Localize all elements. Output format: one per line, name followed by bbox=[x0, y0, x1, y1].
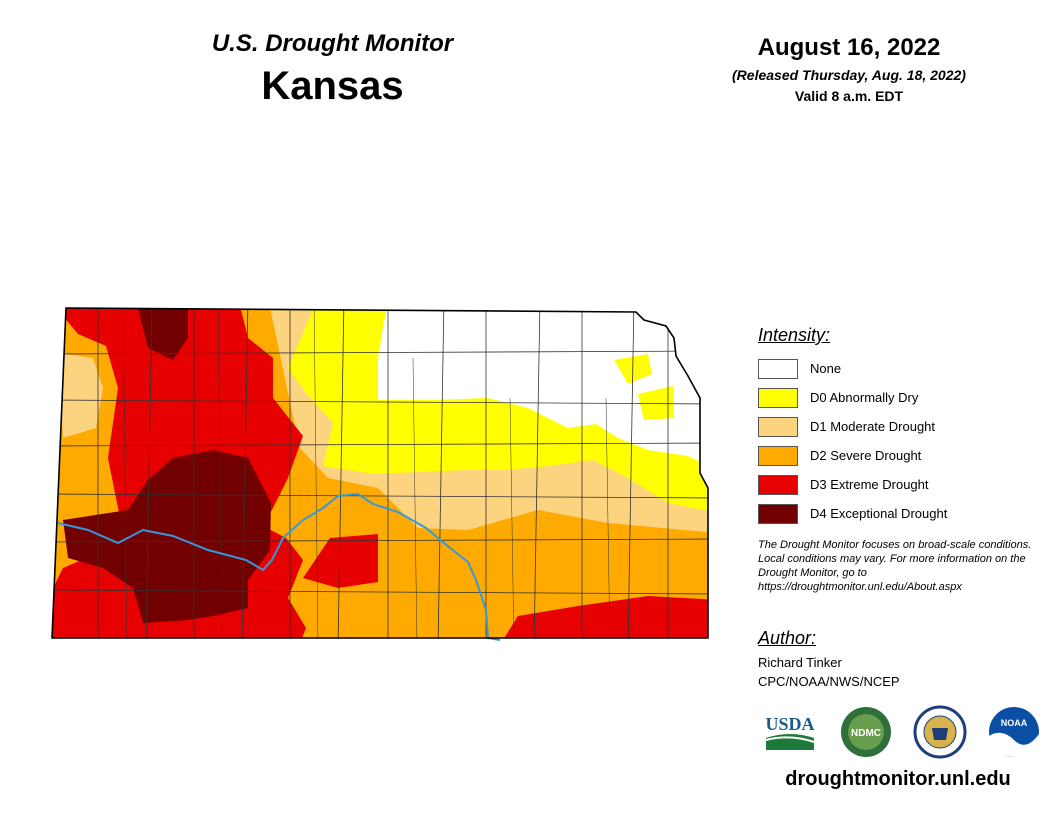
map-date: August 16, 2022 bbox=[757, 34, 941, 61]
legend-swatch-d2 bbox=[758, 445, 798, 466]
zone-d4-north bbox=[138, 308, 188, 360]
county-line-h bbox=[52, 493, 708, 499]
drought-zones bbox=[52, 308, 708, 638]
release-date: (Released Thursday, Aug. 18, 2022) bbox=[732, 67, 966, 83]
header-left: U.S. Drought Monitor Kansas bbox=[150, 30, 515, 109]
zone-d4-south bbox=[63, 450, 271, 623]
kansas-outline bbox=[51, 307, 709, 639]
arkansas-river bbox=[57, 492, 501, 641]
county-line-h bbox=[52, 442, 708, 447]
legend-label: D1 Moderate Drought bbox=[810, 419, 936, 434]
county-line-v-minor bbox=[217, 308, 223, 638]
legend-item-none: None bbox=[758, 354, 1048, 383]
ndmc-logo: NDMC bbox=[841, 707, 891, 757]
legend-title: Intensity: bbox=[758, 325, 831, 345]
agency-logos: USDA NDMC NOAA bbox=[765, 705, 1039, 759]
county-line-v bbox=[337, 308, 345, 638]
county-line-h bbox=[52, 350, 708, 355]
legend: Intensity: None D0 Abnormally Dry D1 Mod… bbox=[758, 325, 1048, 528]
county-line-v bbox=[241, 308, 249, 638]
author-title: Author: bbox=[758, 628, 817, 648]
legend-item-d0: D0 Abnormally Dry bbox=[758, 383, 1048, 412]
header-right: August 16, 2022 (Released Thursday, Aug.… bbox=[700, 34, 998, 104]
county-line-v-minor bbox=[412, 357, 418, 638]
county-line-v bbox=[437, 308, 445, 638]
legend-item-d3: D3 Extreme Drought bbox=[758, 470, 1048, 499]
svg-text:NOAA: NOAA bbox=[1001, 718, 1028, 728]
legend-item-d1: D1 Moderate Drought bbox=[758, 412, 1048, 441]
legend-swatch-d1 bbox=[758, 416, 798, 437]
zone-d3-east bbox=[303, 534, 378, 588]
legend-label: D4 Exceptional Drought bbox=[810, 506, 948, 521]
county-line-h bbox=[52, 589, 708, 595]
county-grid bbox=[52, 308, 708, 638]
county-line-v-minor bbox=[122, 308, 128, 638]
usda-logo: USDA bbox=[765, 714, 815, 750]
legend-swatch-d0 bbox=[758, 387, 798, 408]
county-line-v-minor bbox=[509, 397, 515, 638]
legend-label: D0 Abnormally Dry bbox=[810, 390, 919, 405]
county-line-v bbox=[145, 308, 153, 638]
legend-label: D3 Extreme Drought bbox=[810, 477, 929, 492]
kansas-drought-map bbox=[51, 307, 709, 641]
author-name: Richard Tinker bbox=[758, 655, 842, 670]
zone-d0-patch-2 bbox=[638, 386, 674, 420]
zone-d3-south bbox=[498, 596, 708, 638]
zone-d1-west bbox=[58, 353, 103, 438]
website-url[interactable]: droughtmonitor.unl.edu bbox=[785, 768, 1011, 790]
county-line-v-minor bbox=[313, 308, 319, 638]
county-line-h bbox=[52, 538, 708, 543]
county-line-v bbox=[533, 308, 541, 638]
author-org: CPC/NOAA/NWS/NCEP bbox=[758, 674, 900, 689]
legend-label: D2 Severe Drought bbox=[810, 448, 922, 463]
svg-text:NDMC: NDMC bbox=[851, 728, 881, 739]
noaa-logo: NOAA bbox=[989, 707, 1039, 758]
legend-item-d4: D4 Exceptional Drought bbox=[758, 499, 1048, 528]
commerce-seal bbox=[913, 705, 967, 759]
county-line-v-minor bbox=[605, 397, 611, 638]
legend-item-d2: D2 Severe Drought bbox=[758, 441, 1048, 470]
legend-swatch-d3 bbox=[758, 474, 798, 495]
author-block: Author: Richard Tinker CPC/NOAA/NWS/NCEP bbox=[758, 628, 1048, 689]
legend-label: None bbox=[810, 361, 842, 376]
legend-swatch-none bbox=[758, 358, 798, 379]
legend-swatch-d4 bbox=[758, 503, 798, 524]
disclaimer-note: The Drought Monitor focuses on broad-sca… bbox=[758, 539, 1032, 593]
svg-text:USDA: USDA bbox=[765, 714, 814, 734]
county-line-v bbox=[627, 308, 635, 638]
valid-time: Valid 8 a.m. EDT bbox=[794, 88, 904, 104]
map-subtitle: U.S. Drought Monitor bbox=[211, 30, 454, 57]
state-title: Kansas bbox=[261, 64, 404, 108]
